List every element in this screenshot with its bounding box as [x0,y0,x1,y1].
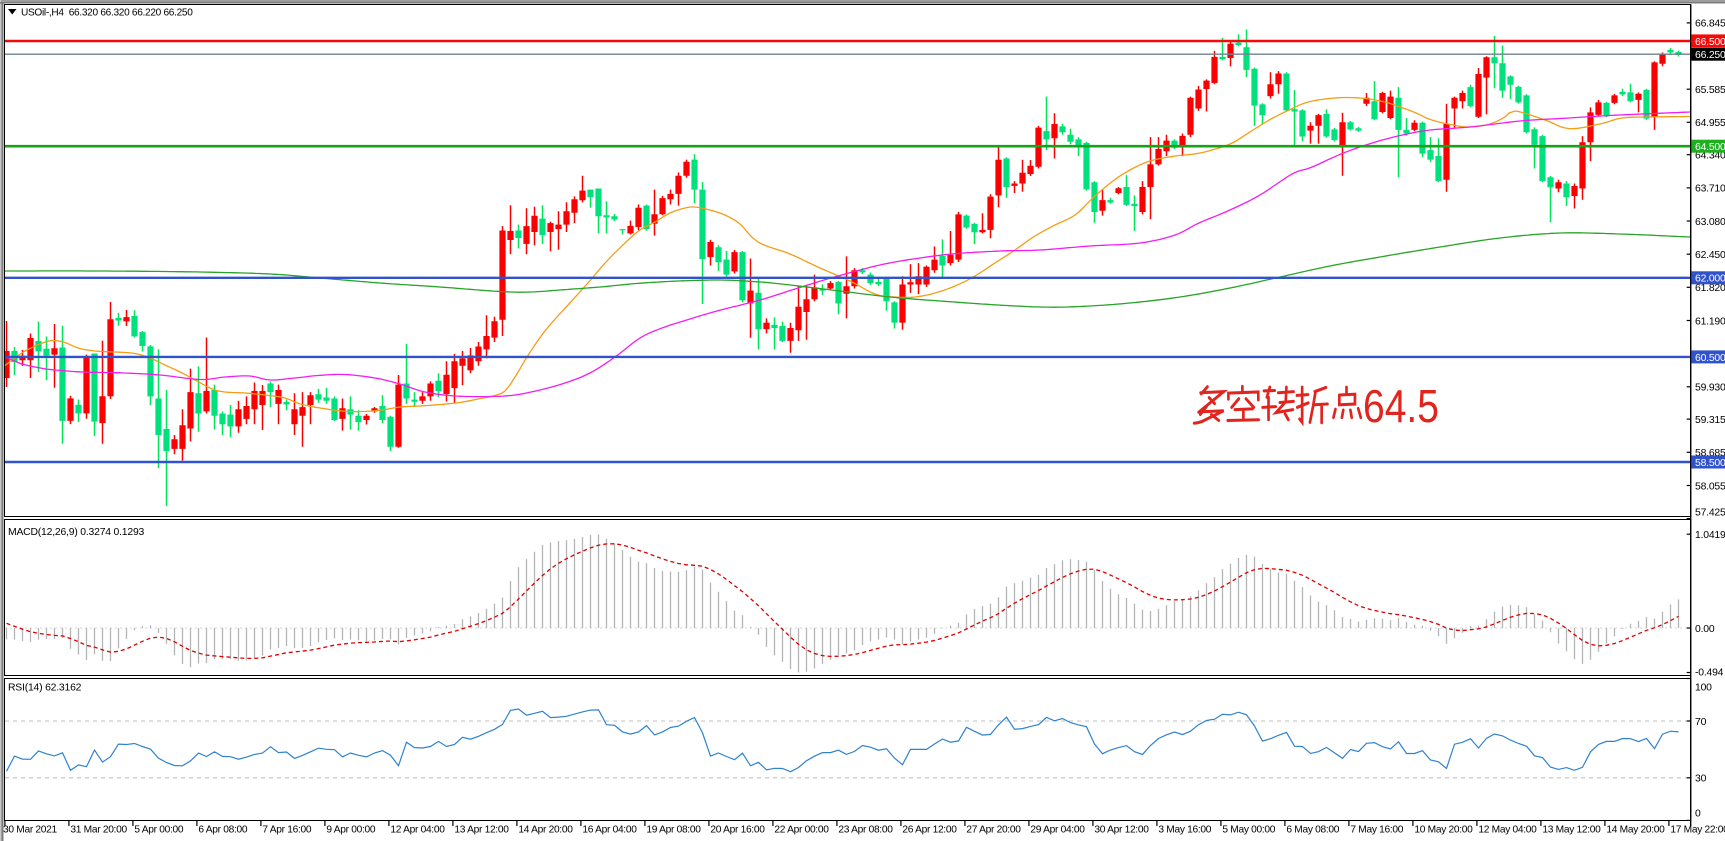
svg-text:7 May 16:00: 7 May 16:00 [1350,825,1403,836]
svg-text:14 Apr 20:00: 14 Apr 20:00 [518,825,573,836]
svg-text:23 Apr 08:00: 23 Apr 08:00 [838,825,893,836]
svg-text:1.0419: 1.0419 [1695,530,1725,541]
svg-text:64.955: 64.955 [1695,118,1725,129]
svg-text:58.500: 58.500 [1695,458,1725,469]
svg-text:19 Apr 08:00: 19 Apr 08:00 [646,825,701,836]
svg-text:65.585: 65.585 [1695,85,1725,96]
svg-text:64.500: 64.500 [1695,142,1725,153]
svg-text:9 Apr 00:00: 9 Apr 00:00 [326,825,375,836]
svg-text:30 Apr 12:00: 30 Apr 12:00 [1094,825,1149,836]
svg-text:60.500: 60.500 [1695,353,1725,364]
svg-text:66.250: 66.250 [1695,50,1725,61]
svg-text:58.055: 58.055 [1695,481,1725,492]
svg-text:5 May 00:00: 5 May 00:00 [1222,825,1275,836]
svg-text:3 May 16:00: 3 May 16:00 [1158,825,1211,836]
svg-text:59.315: 59.315 [1695,415,1725,426]
svg-text:7 Apr 16:00: 7 Apr 16:00 [262,825,311,836]
svg-text:100: 100 [1695,682,1712,693]
svg-text:29 Apr 04:00: 29 Apr 04:00 [1030,825,1085,836]
svg-text:22 Apr 00:00: 22 Apr 00:00 [774,825,829,836]
svg-text:20 Apr 16:00: 20 Apr 16:00 [710,825,765,836]
svg-text:0.00: 0.00 [1695,624,1715,635]
svg-text:12 Apr 04:00: 12 Apr 04:00 [390,825,445,836]
svg-text:5 Apr 00:00: 5 Apr 00:00 [134,825,183,836]
svg-text:63.080: 63.080 [1695,217,1725,228]
svg-text:66.500: 66.500 [1695,37,1725,48]
svg-text:61.820: 61.820 [1695,283,1725,294]
svg-text:MACD(12,26,9) 0.3274 0.1293: MACD(12,26,9) 0.3274 0.1293 [8,527,145,538]
svg-text:64.5: 64.5 [1363,380,1439,432]
svg-text:10 May 20:00: 10 May 20:00 [1414,825,1473,836]
svg-text:14 May 20:00: 14 May 20:00 [1606,825,1665,836]
svg-text:-0.494: -0.494 [1695,667,1724,678]
svg-text:26 Apr 12:00: 26 Apr 12:00 [902,825,957,836]
svg-text:17 May 22:00: 17 May 22:00 [1670,825,1725,836]
svg-text:16 Apr 04:00: 16 Apr 04:00 [582,825,637,836]
svg-text:62.000: 62.000 [1695,274,1725,285]
svg-text:USOil-,H4 66.320 66.320 66.22: USOil-,H4 66.320 66.320 66.220 66.250 [21,8,193,19]
svg-text:58.685: 58.685 [1695,448,1725,459]
svg-text:13 Apr 12:00: 13 Apr 12:00 [454,825,509,836]
svg-text:0: 0 [1695,808,1701,819]
svg-text:RSI(14) 62.3162: RSI(14) 62.3162 [8,683,82,694]
svg-text:64.340: 64.340 [1695,151,1725,162]
svg-text:30 Mar 2021: 30 Mar 2021 [3,825,58,836]
svg-text:27 Apr 20:00: 27 Apr 20:00 [966,825,1021,836]
svg-text:31 Mar 20:00: 31 Mar 20:00 [70,825,127,836]
svg-text:12 May 04:00: 12 May 04:00 [1478,825,1537,836]
svg-text:57.425: 57.425 [1695,507,1725,518]
svg-text:62.450: 62.450 [1695,250,1725,261]
svg-text:61.190: 61.190 [1695,316,1725,327]
svg-text:6 May 08:00: 6 May 08:00 [1286,825,1339,836]
svg-text:70: 70 [1695,717,1707,728]
svg-text:30: 30 [1695,774,1707,785]
svg-text:6 Apr 08:00: 6 Apr 08:00 [198,825,247,836]
svg-text:59.930: 59.930 [1695,383,1725,394]
svg-text:63.710: 63.710 [1695,184,1725,195]
svg-text:66.845: 66.845 [1695,19,1725,30]
svg-text:13 May 12:00: 13 May 12:00 [1542,825,1601,836]
